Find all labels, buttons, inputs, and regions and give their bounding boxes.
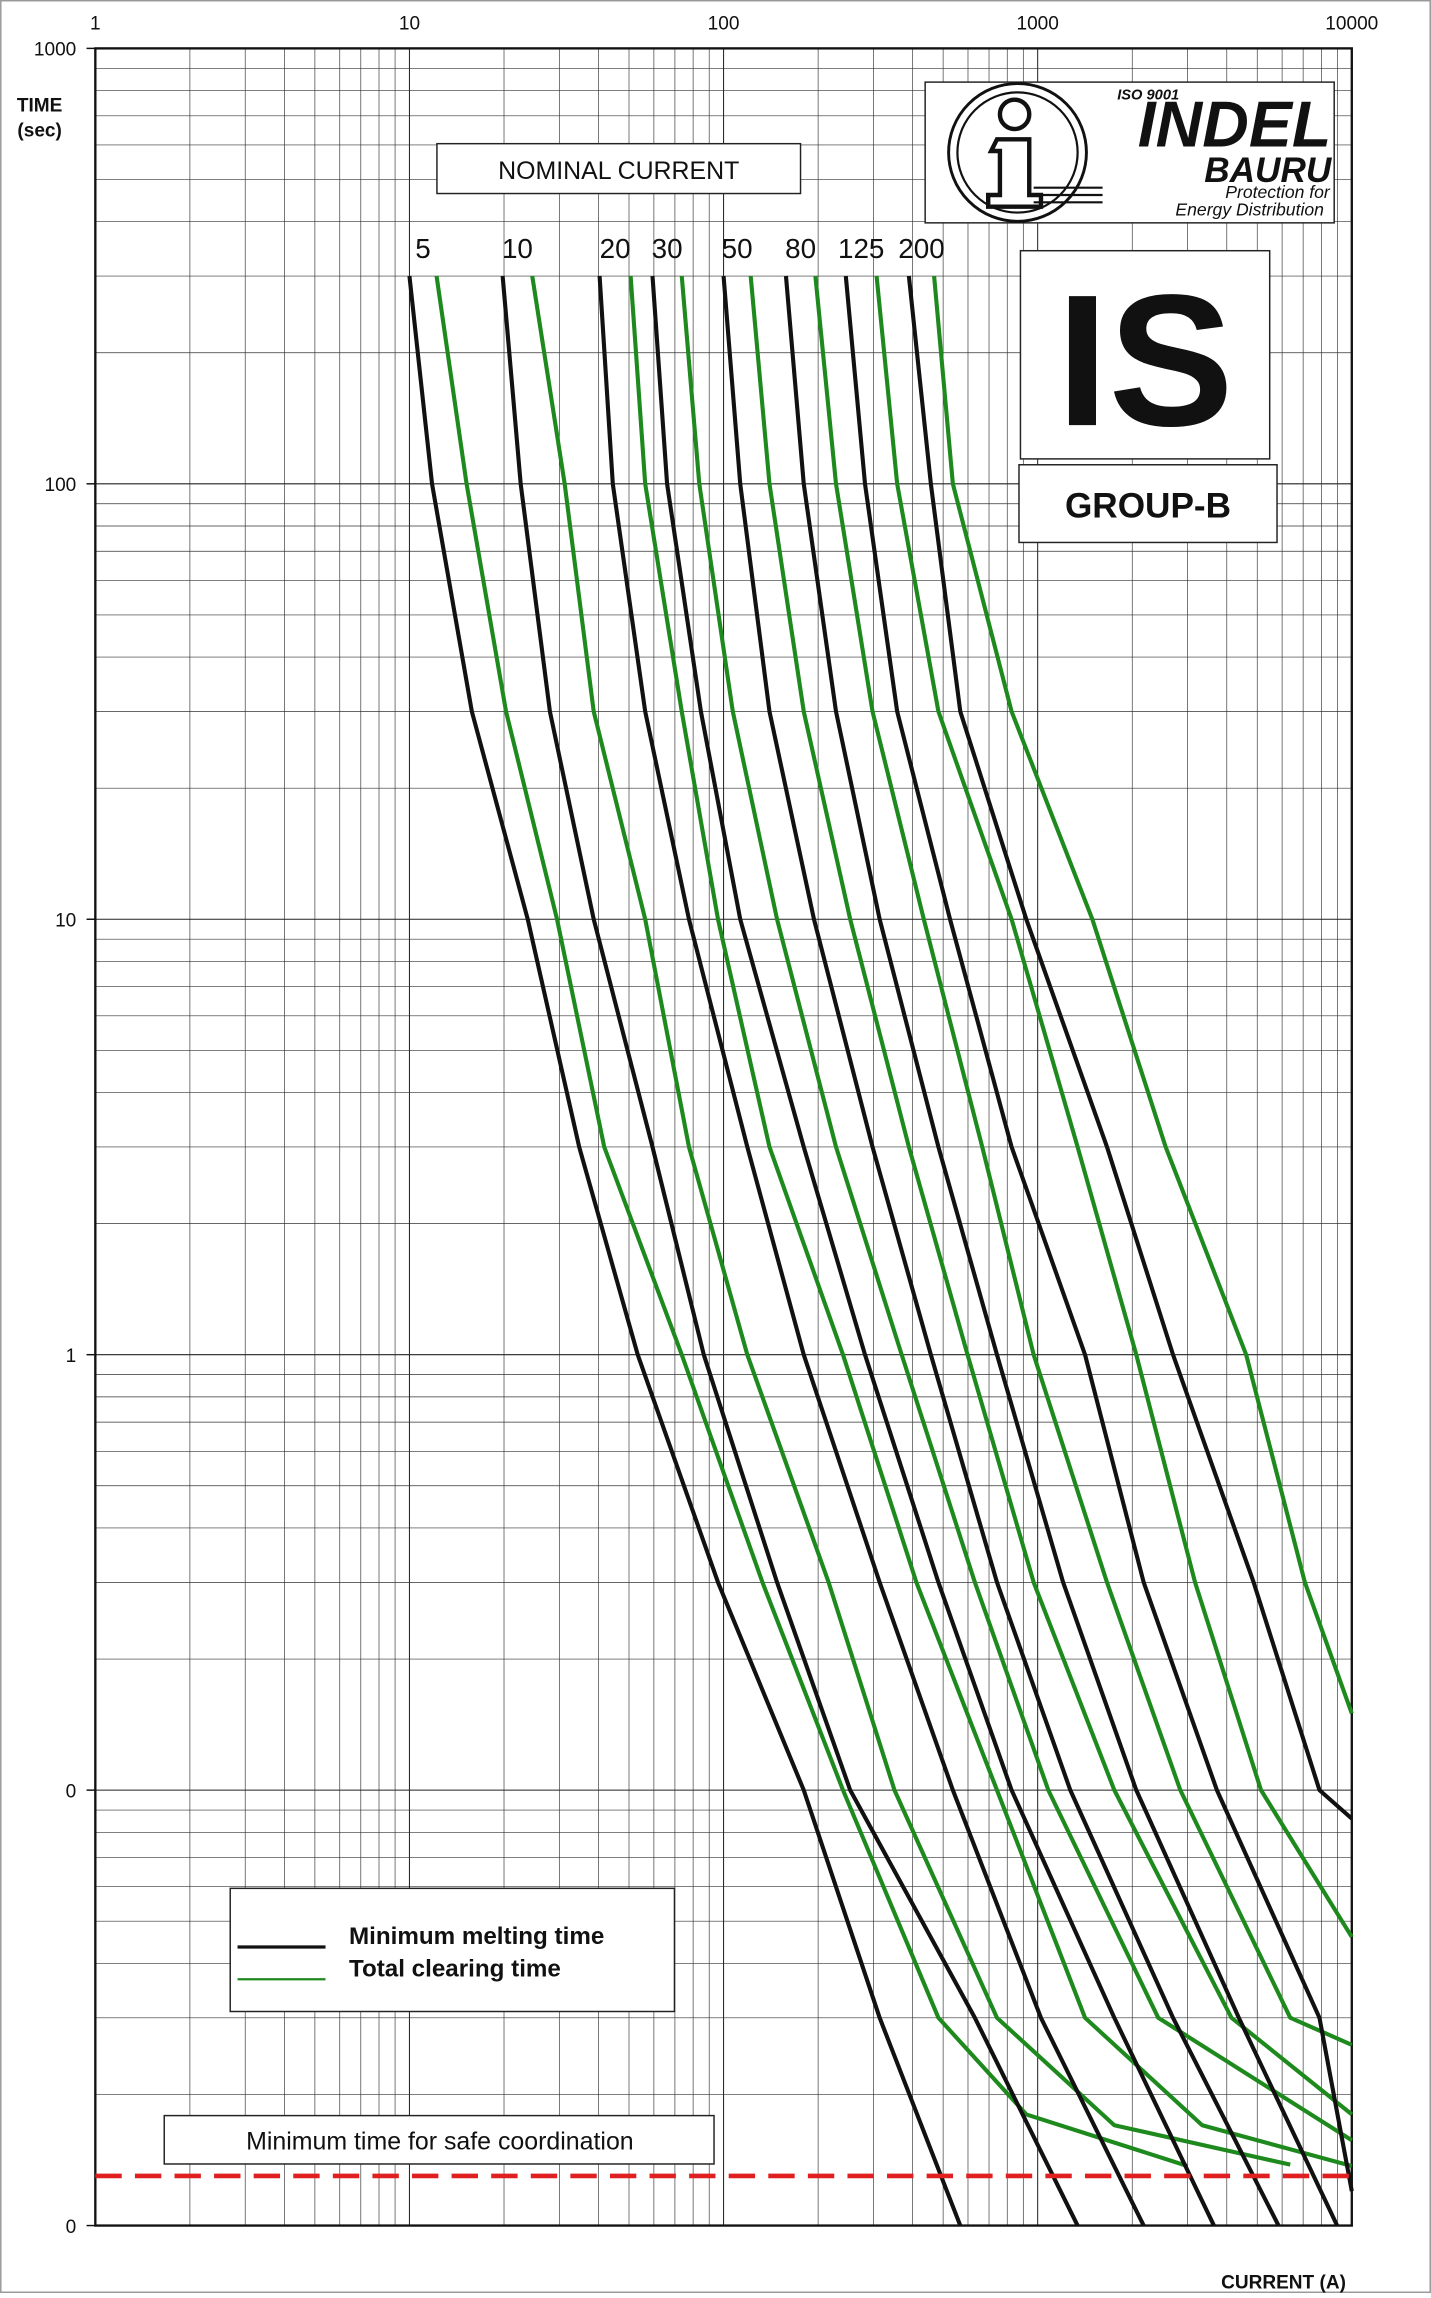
y-tick-label: 0 <box>66 2217 77 2238</box>
y-tick-label: 0 <box>66 1781 77 1802</box>
y-tick-label: 1 <box>66 1346 77 1367</box>
legend-label: Total clearing time <box>349 1955 561 1982</box>
logo: ISO 9001 INDEL BAURU Protection for Ener… <box>924 81 1335 224</box>
plot-frame <box>94 47 1353 2227</box>
x-tick-label: 1000 <box>1016 13 1058 34</box>
clearing-curve <box>434 275 1189 2168</box>
melting-curve <box>500 275 1080 2227</box>
legend-label: Minimum melting time <box>349 1923 604 1950</box>
rating-label: 20 <box>600 233 631 264</box>
legend-box <box>229 1887 676 2013</box>
y-tick-label: 100 <box>44 475 76 496</box>
legend: Minimum melting time Total clearing time <box>229 1887 676 2013</box>
melting-curve <box>407 275 963 2227</box>
clearing-curve <box>813 275 1353 2047</box>
melting-curve <box>843 275 1354 2192</box>
overlay: TIME (sec) CURRENT (A) NOMINAL CURRENT I… <box>17 81 1346 2294</box>
melting-curve <box>721 275 1281 2227</box>
melting-curve <box>597 275 1146 2227</box>
clearing-curve <box>748 275 1354 2116</box>
group-box <box>1018 464 1278 544</box>
rating-label: 10 <box>502 233 533 264</box>
clearing-curve <box>874 275 1354 1939</box>
logo-dot <box>997 97 1032 132</box>
product-group: GROUP-B <box>1065 487 1231 526</box>
x-axis-label: CURRENT (A) <box>1221 2273 1346 2293</box>
melting-curve <box>906 275 1354 1821</box>
rating-label: 5 <box>415 233 431 264</box>
x-tick-label: 10000 <box>1325 13 1378 34</box>
rating-label: 200 <box>898 233 944 264</box>
logo-city: BAURU <box>1204 151 1333 190</box>
product-code: IS <box>1056 255 1233 465</box>
logo-stem <box>985 137 1044 209</box>
y-tick-label: 1000 <box>34 40 76 61</box>
product-code-box <box>1019 249 1271 460</box>
x-tick-label: 10 <box>399 13 420 34</box>
rating-label: 50 <box>722 233 753 264</box>
logo-cert: ISO 9001 <box>1117 88 1179 104</box>
logo-ring <box>956 91 1079 214</box>
clearing-curve <box>932 275 1354 1715</box>
logo-tagline: Energy Distribution <box>1175 200 1324 220</box>
clearing-curve <box>530 275 1291 2167</box>
logo-brand: INDEL <box>1138 89 1332 161</box>
y-axis-label: TIME <box>17 95 63 116</box>
curves: 5 10 20 30 50 80 125 200 <box>95 233 1354 2227</box>
x-tick-label: 100 <box>708 13 740 34</box>
rating-label: 80 <box>785 233 816 264</box>
logo-ring <box>947 82 1088 223</box>
grid: 1 10 100 1000 10000 0 0 1 10 100 1000 <box>34 13 1378 2238</box>
group-title: NOMINAL CURRENT <box>498 157 739 185</box>
clearing-curve <box>628 275 1353 2169</box>
y-axis-label: (sec) <box>17 120 61 141</box>
melting-curve <box>783 275 1339 2227</box>
group-title-box <box>436 142 802 195</box>
rating-label: 30 <box>652 233 683 264</box>
rating-label: 125 <box>838 233 884 264</box>
melting-curve <box>650 275 1216 2227</box>
x-tick-label: 1 <box>90 13 101 34</box>
logo-tagline: Protection for <box>1225 182 1331 202</box>
y-tick-label: 10 <box>55 911 76 932</box>
safe-label-box <box>163 2114 715 2165</box>
clearing-curve <box>679 275 1353 2142</box>
safe-label: Minimum time for safe coordination <box>246 2127 634 2155</box>
